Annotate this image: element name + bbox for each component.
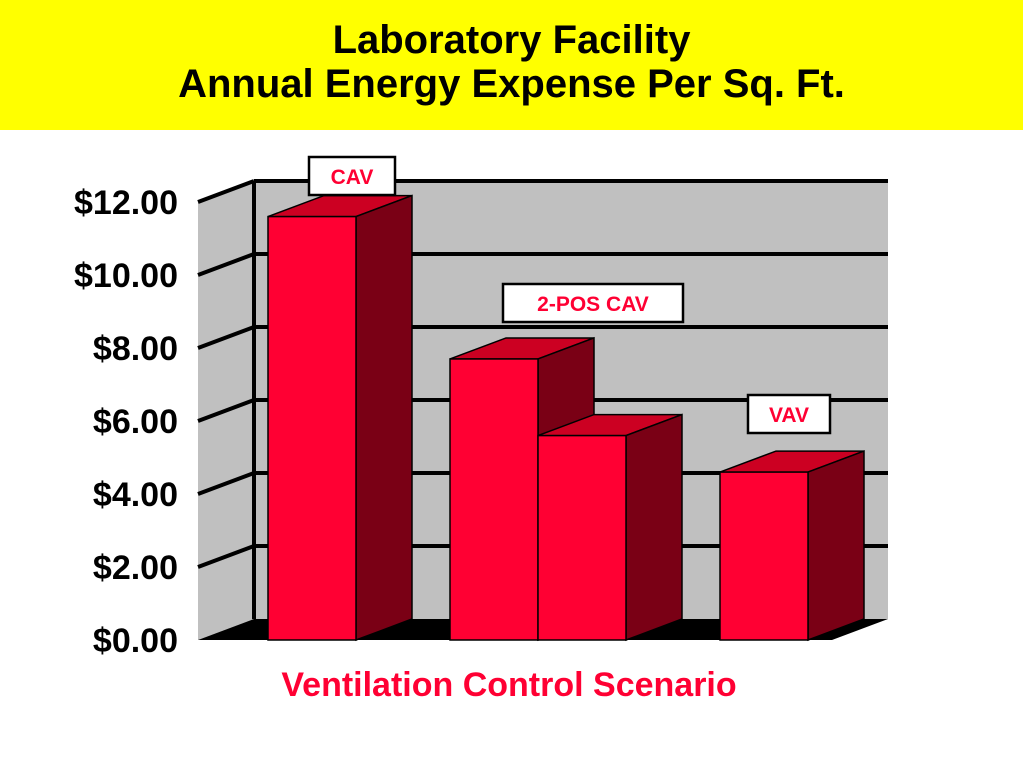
series-label-3: VAV <box>746 393 832 435</box>
x-axis-label: Ventilation Control Scenario <box>281 666 736 704</box>
bar-3 <box>537 413 683 642</box>
series-label-text: CAV <box>331 166 374 189</box>
bar-front-face <box>267 215 357 641</box>
gridline-side <box>197 252 255 277</box>
series-label-box <box>746 393 832 435</box>
y-tick-label: $8.00 <box>93 330 178 368</box>
bars <box>267 194 865 642</box>
series-label-box <box>307 155 397 197</box>
y-tick-label: $0.00 <box>93 622 178 660</box>
gridline-side <box>197 398 255 423</box>
gridline-side <box>197 179 255 204</box>
bar-chart: $0.00 $2.00 $4.00 $6.00 $8.00 $10.00 $12.00 CA… <box>74 155 888 704</box>
series-label-2: 2-POS CAV <box>501 282 685 324</box>
series-label-text: VAV <box>769 404 809 427</box>
y-tick-label: $12.00 <box>74 184 178 222</box>
y-tick-label: $4.00 <box>93 476 178 514</box>
bar-1 <box>267 194 413 642</box>
y-axis-ticks: $0.00 $2.00 $4.00 $6.00 $8.00 $10.00 $12.00 <box>74 184 178 660</box>
gridline-side <box>197 471 255 496</box>
gridline-side <box>197 325 255 350</box>
bar-front-face <box>537 434 627 641</box>
y-tick-label: $2.00 <box>93 549 178 587</box>
gridline-side <box>197 544 255 569</box>
series-label-text: 2-POS CAV <box>537 293 649 316</box>
series-labels: CAV 2-POS CAV VAV <box>307 155 832 435</box>
bar-front-face <box>719 471 809 641</box>
bar-4 <box>719 450 865 642</box>
title-banner: Laboratory Facility Annual Energy Expens… <box>0 0 1023 130</box>
bar-front-face <box>449 358 539 641</box>
y-tick-label: $10.00 <box>74 257 178 295</box>
series-label-1: CAV <box>307 155 397 197</box>
y-tick-label: $6.00 <box>93 403 178 441</box>
bar-side-face <box>807 450 865 642</box>
chart-title-line-1: Laboratory Facility <box>332 18 691 62</box>
bar-side-face <box>355 194 413 642</box>
chart-title-line-2: Annual Energy Expense Per Sq. Ft. <box>178 62 845 106</box>
bar-side-face <box>625 413 683 642</box>
series-label-box <box>501 282 685 324</box>
